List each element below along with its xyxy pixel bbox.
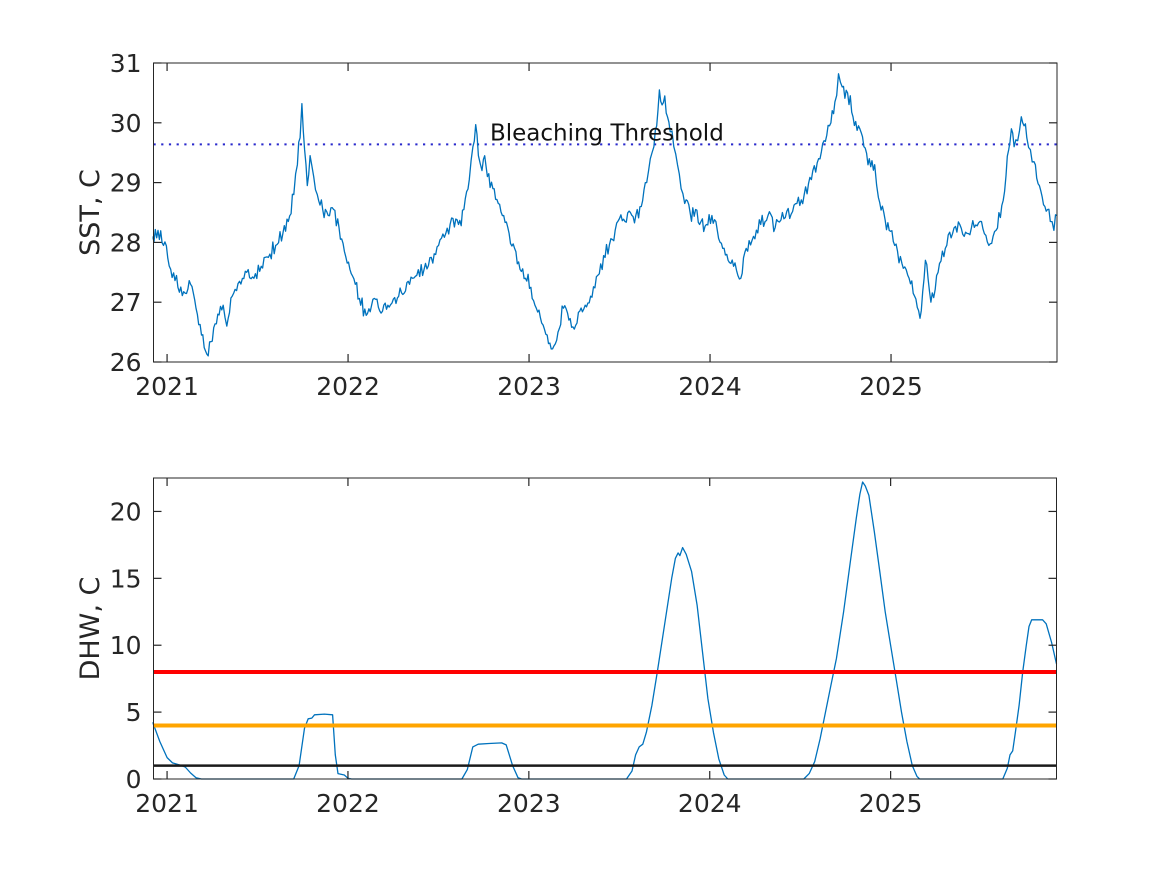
bleaching-threshold-label: Bleaching Threshold bbox=[490, 121, 724, 147]
y-axis-label: SST, C bbox=[75, 169, 106, 256]
y-tick-label: 27 bbox=[110, 288, 142, 317]
x-tick-label: 2021 bbox=[135, 789, 199, 818]
x-tick-label: 2023 bbox=[497, 372, 561, 401]
y-tick-label: 10 bbox=[110, 631, 142, 660]
sst-line bbox=[152, 73, 1058, 357]
x-tick-label: 2025 bbox=[859, 789, 923, 818]
x-tick-label: 2022 bbox=[316, 372, 380, 401]
y-tick-label: 0 bbox=[126, 765, 142, 794]
y-tick-label: 29 bbox=[110, 169, 142, 198]
y-axis-label: DHW, C bbox=[75, 577, 106, 681]
x-tick-label: 2022 bbox=[316, 789, 380, 818]
x-tick-label: 2023 bbox=[497, 789, 561, 818]
y-tick-label: 30 bbox=[110, 109, 142, 138]
y-tick-label: 31 bbox=[110, 49, 142, 78]
y-tick-label: 5 bbox=[126, 698, 142, 727]
y-tick-label: 15 bbox=[110, 564, 142, 593]
axes-frame bbox=[153, 477, 1057, 780]
x-tick-label: 2024 bbox=[678, 372, 742, 401]
y-tick-label: 28 bbox=[110, 228, 142, 257]
x-tick-label: 2025 bbox=[859, 372, 923, 401]
x-tick-label: 2021 bbox=[135, 372, 199, 401]
axes-frame bbox=[153, 62, 1058, 363]
y-tick-label: 26 bbox=[110, 348, 142, 377]
x-tick-label: 2024 bbox=[678, 789, 742, 818]
dhw-line bbox=[152, 481, 1058, 780]
y-tick-label: 20 bbox=[110, 497, 142, 526]
